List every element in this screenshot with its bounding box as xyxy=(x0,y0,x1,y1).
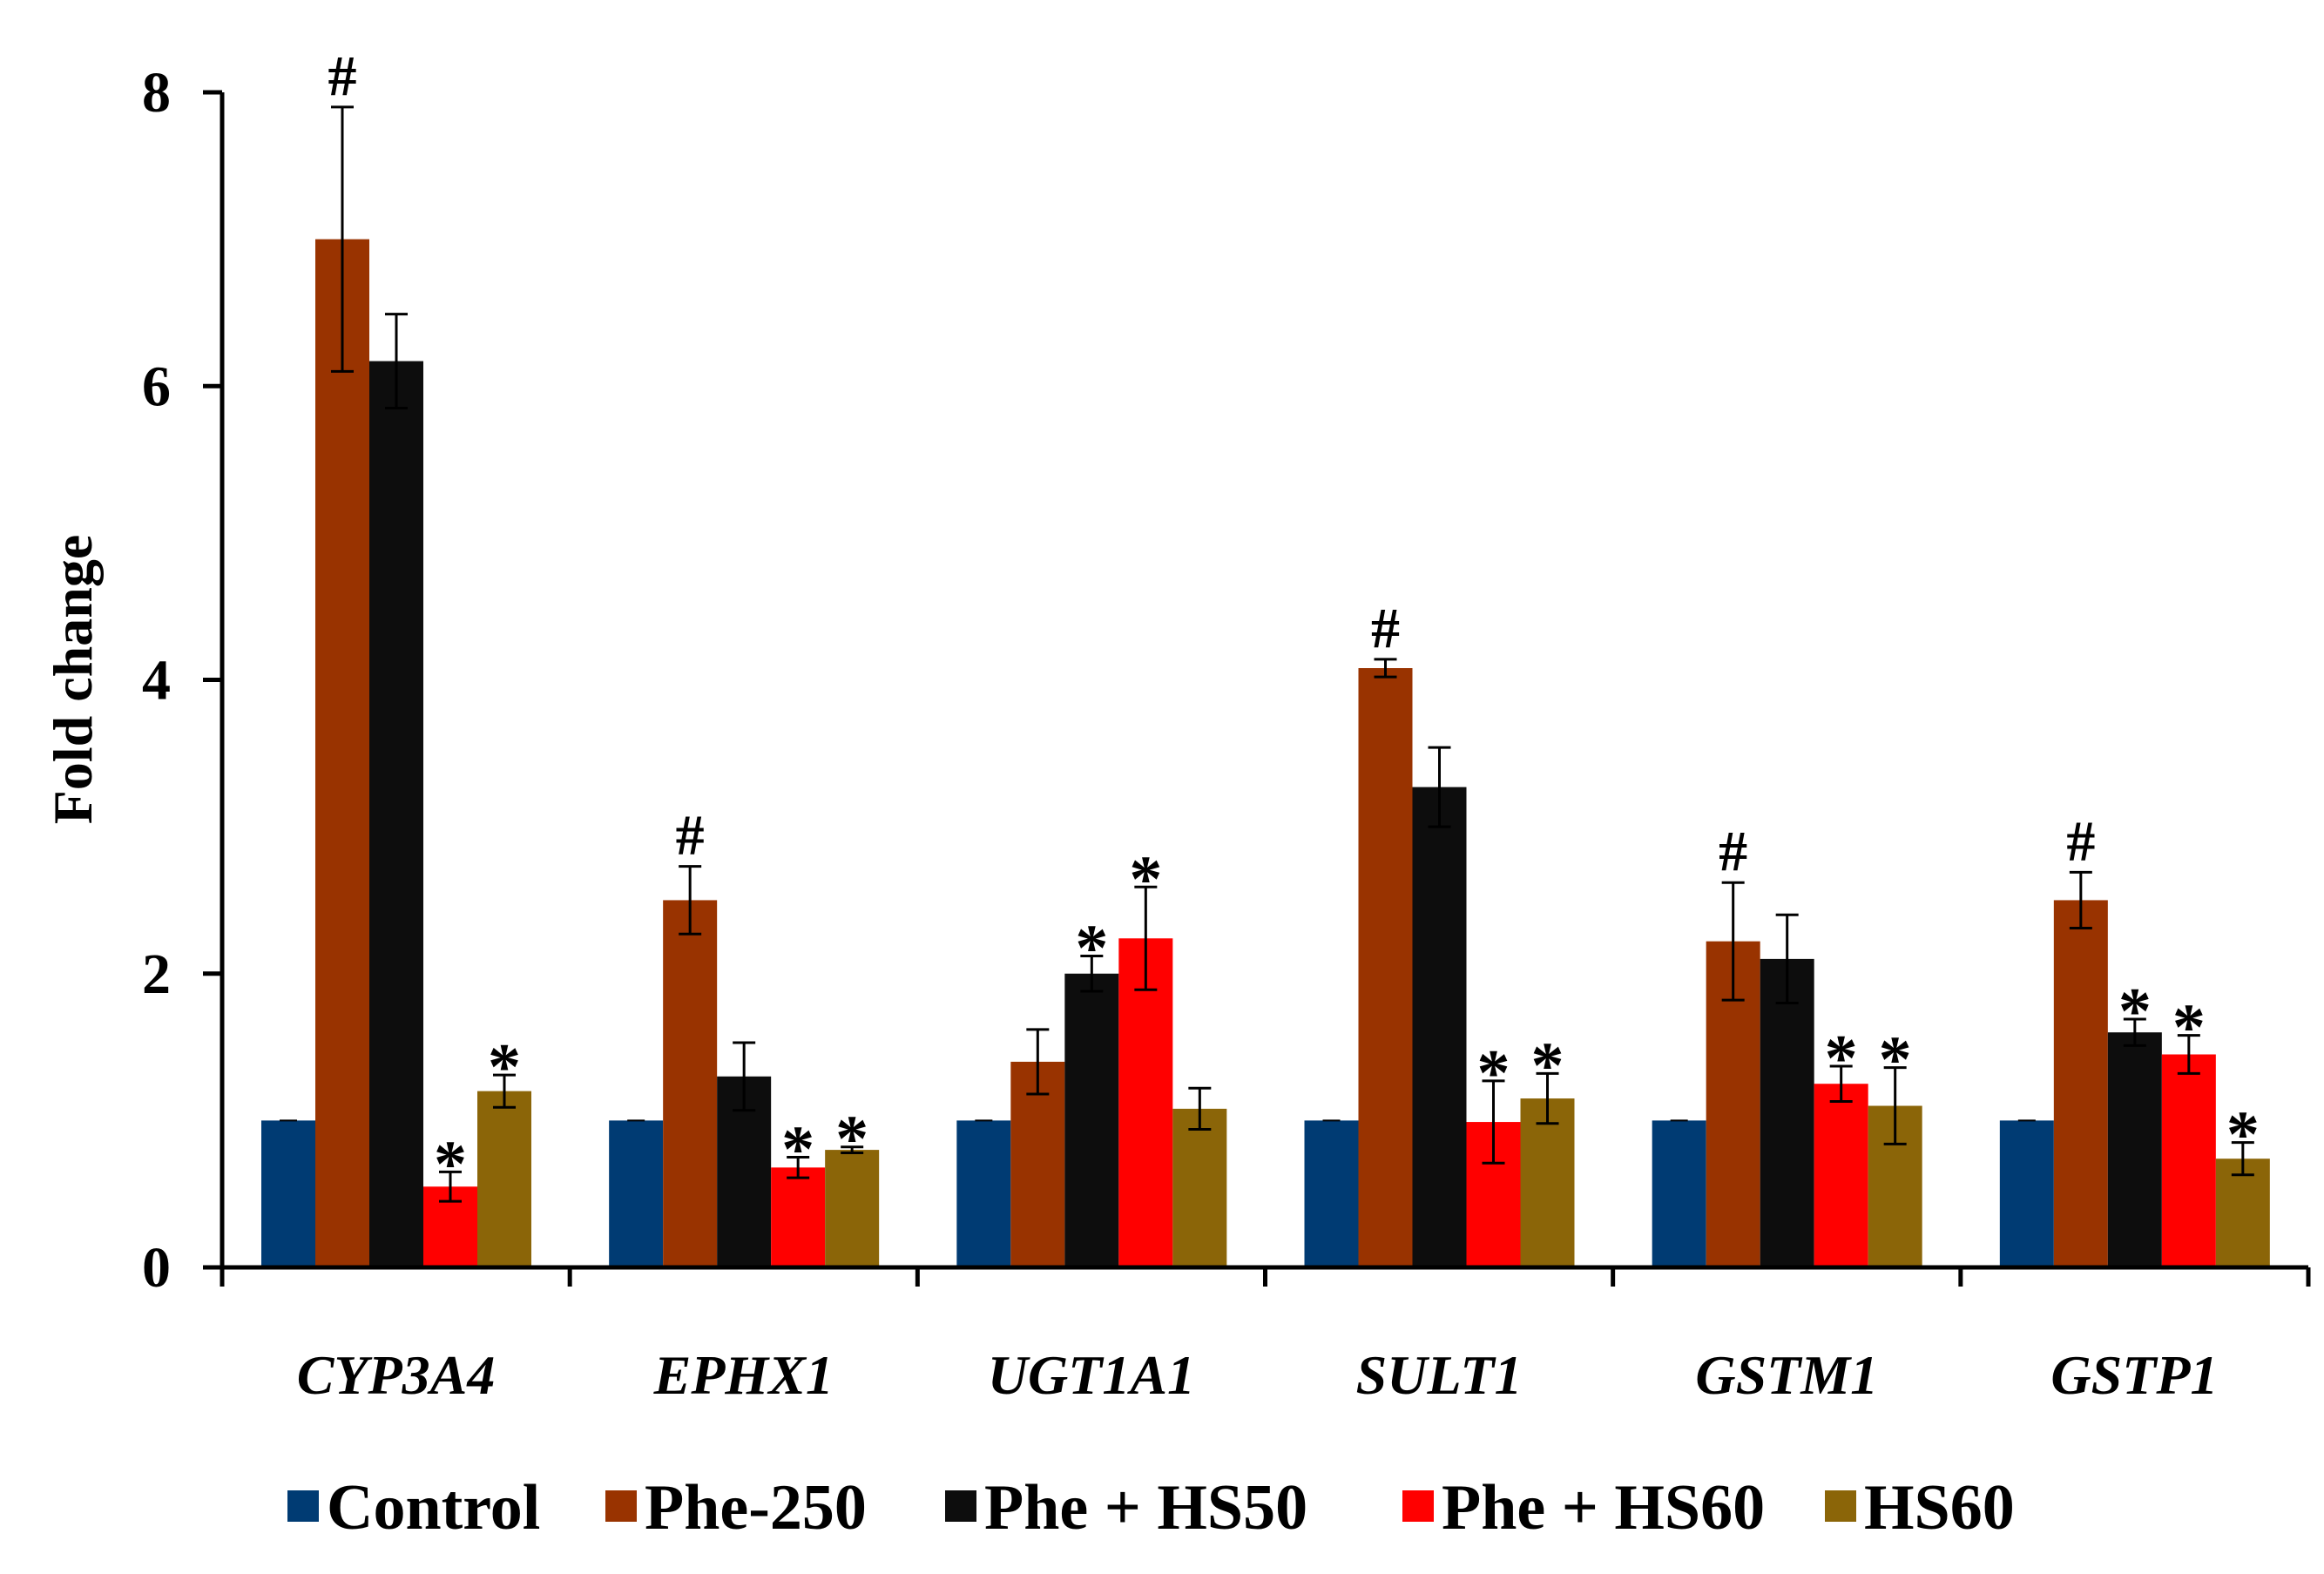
significance-star: * xyxy=(2172,991,2206,1064)
legend-swatch xyxy=(1825,1490,1856,1522)
x-category-label: CYP3A4 xyxy=(297,1344,496,1406)
y-tick-label: 8 xyxy=(142,61,171,125)
bar-control-gstp1 xyxy=(1999,1120,2054,1267)
legend-label: Phe + HS60 xyxy=(1442,1472,1765,1544)
x-category-label: UGT1A1 xyxy=(988,1344,1195,1406)
y-tick-label: 6 xyxy=(142,355,171,418)
significance-star: * xyxy=(835,1103,868,1176)
bar-phe-250-ephx1 xyxy=(663,900,718,1267)
labels-layer: # * * # * * * * # * * # * * # * * * 0 2 4 6 8 CYP3A4 EPHX1 UGT1A1… xyxy=(42,44,2260,1406)
legend-label: Phe + HS50 xyxy=(984,1472,1307,1544)
bar-phe-hs50-gstm1 xyxy=(1760,958,1814,1267)
x-category-label: SULT1 xyxy=(1356,1344,1523,1406)
bar-hs60-gstp1 xyxy=(2215,1159,2270,1267)
significance-star: * xyxy=(1129,842,1162,915)
bar-phe-hs60-ugt1a1 xyxy=(1118,938,1173,1267)
significance-star: * xyxy=(1879,1023,1912,1097)
legend-label: Control xyxy=(327,1472,540,1544)
legend-label: HS60 xyxy=(1864,1472,2015,1544)
bar-control-ephx1 xyxy=(609,1120,664,1267)
legend-swatch xyxy=(605,1490,637,1522)
x-category-label: GSTP1 xyxy=(2050,1344,2218,1406)
significance-star: * xyxy=(2118,975,2152,1048)
significance-star: * xyxy=(1477,1037,1510,1110)
significance-star: * xyxy=(2226,1098,2260,1172)
significance-hash: # xyxy=(1719,820,1747,883)
y-tick-label: 2 xyxy=(142,942,171,1006)
bar-control-sult1 xyxy=(1304,1120,1359,1267)
legend-swatch xyxy=(1402,1490,1434,1522)
bar-hs60-sult1 xyxy=(1520,1098,1575,1267)
legend-swatch xyxy=(945,1490,976,1522)
bar-control-ugt1a1 xyxy=(956,1120,1011,1267)
bar-phe-250-cyp3a4 xyxy=(315,239,369,1267)
significance-hash: # xyxy=(328,44,357,108)
significance-star: * xyxy=(1531,1029,1564,1102)
bar-phe-250-gstp1 xyxy=(2053,900,2108,1267)
bar-phe-hs60-gstm1 xyxy=(1814,1084,1868,1267)
bar-control-gstm1 xyxy=(1652,1120,1706,1267)
bar-phe-hs50-ugt1a1 xyxy=(1064,973,1119,1267)
significance-star: * xyxy=(1825,1022,1858,1095)
significance-hash: # xyxy=(1371,597,1400,660)
bar-phe-hs50-cyp3a4 xyxy=(369,361,423,1267)
bar-phe-hs50-gstp1 xyxy=(2107,1032,2162,1267)
significance-hash: # xyxy=(2066,809,2095,873)
significance-hash: # xyxy=(676,804,705,868)
bar-phe-250-ugt1a1 xyxy=(1010,1061,1065,1267)
legend-swatch xyxy=(287,1490,319,1522)
legend: Control Phe-250 Phe + HS50 Phe + HS60 HS60 xyxy=(287,1472,2015,1544)
significance-star: * xyxy=(1075,912,1108,985)
bar-hs60-ugt1a1 xyxy=(1172,1108,1227,1267)
x-category-label: GSTM1 xyxy=(1695,1344,1878,1406)
y-axis-title: Fold change xyxy=(42,535,104,824)
significance-star: * xyxy=(781,1113,814,1186)
y-tick-label: 4 xyxy=(142,649,171,713)
bars-layer xyxy=(261,105,2270,1267)
bar-hs60-cyp3a4 xyxy=(477,1091,531,1267)
bar-phe-250-sult1 xyxy=(1358,668,1413,1267)
bar-phe-hs50-sult1 xyxy=(1412,787,1467,1267)
bar-hs60-ephx1 xyxy=(825,1150,880,1267)
significance-star: * xyxy=(434,1127,467,1200)
axes-layer xyxy=(203,90,2311,1287)
bar-phe-hs60-gstp1 xyxy=(2161,1054,2216,1267)
y-tick-label: 0 xyxy=(142,1236,171,1300)
bar-phe-hs60-ephx1 xyxy=(771,1167,826,1267)
significance-star: * xyxy=(488,1030,521,1104)
x-category-label: EPHX1 xyxy=(653,1344,834,1406)
legend-label: Phe-250 xyxy=(645,1472,867,1544)
bar-control-cyp3a4 xyxy=(261,1120,315,1267)
